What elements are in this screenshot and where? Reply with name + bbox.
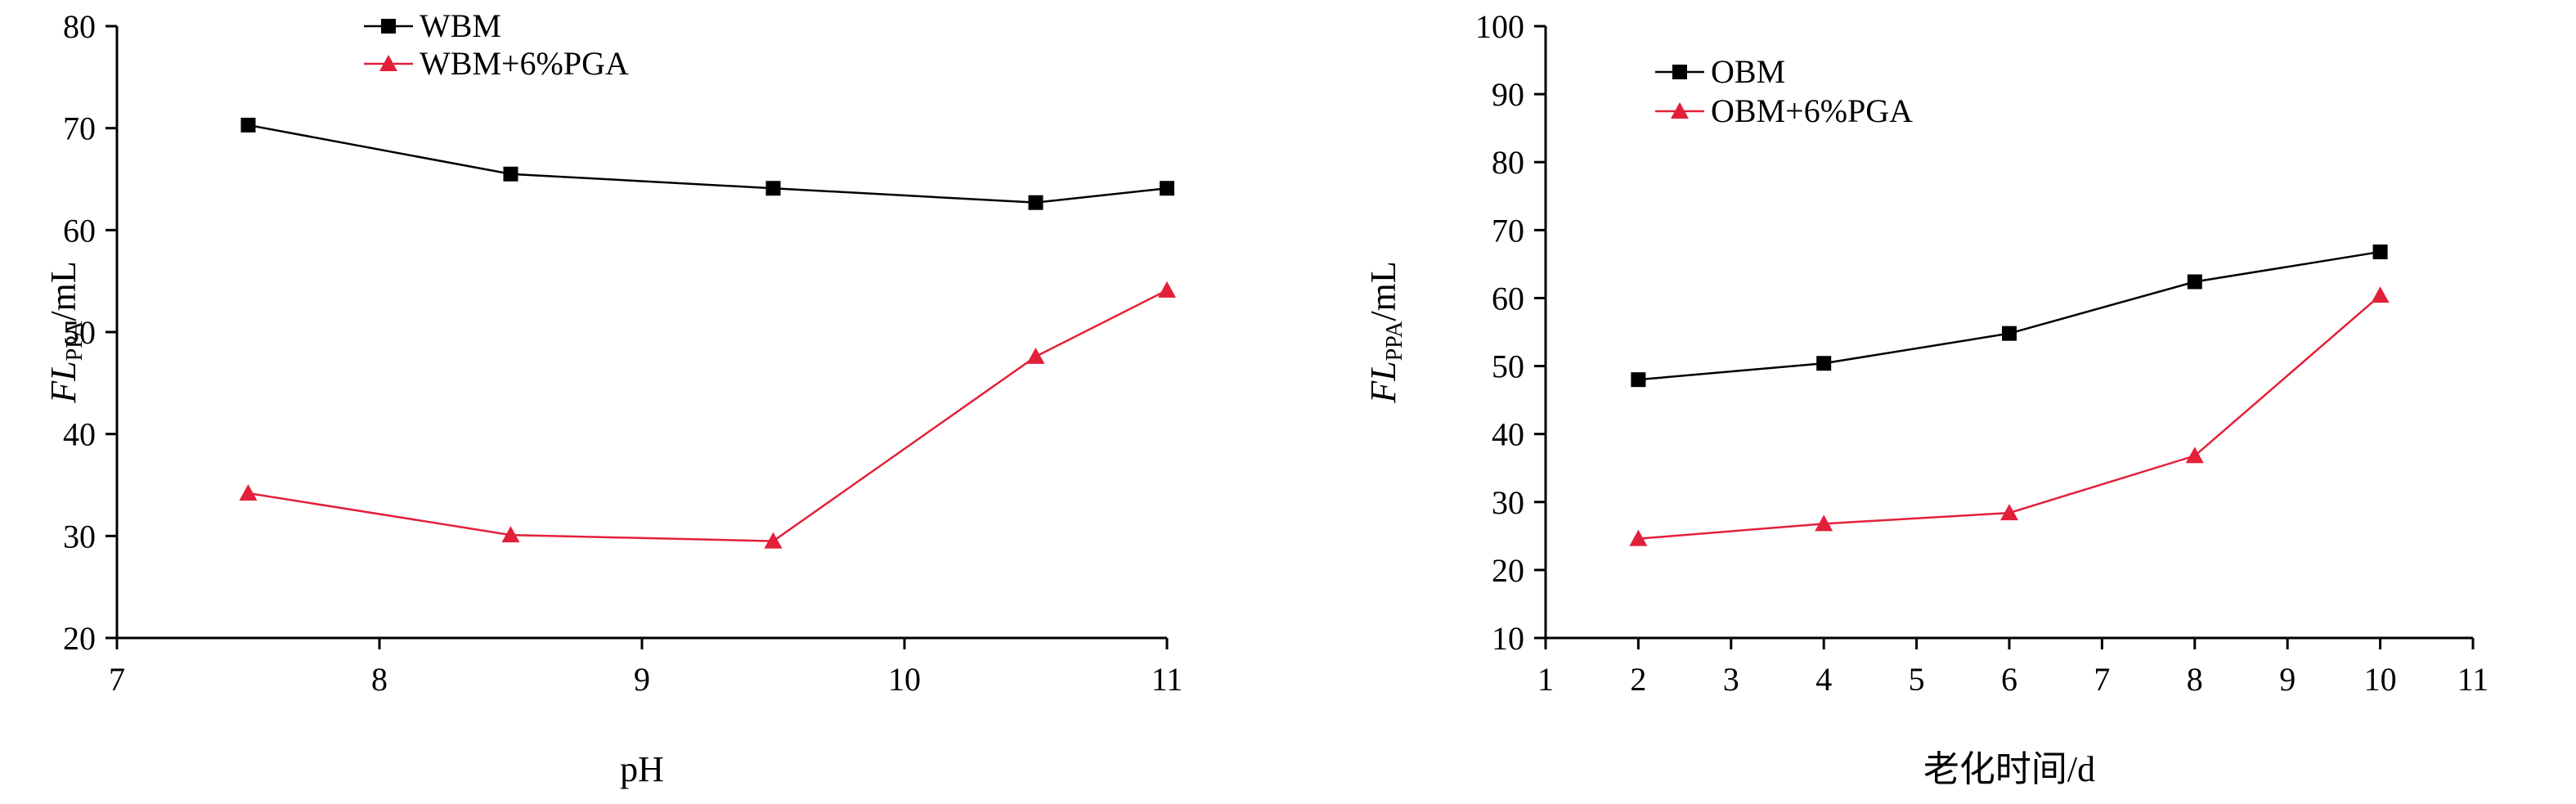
y-tick-label: 100	[1475, 8, 1524, 45]
x-tick-label: 7	[109, 661, 125, 698]
y-tick-label: 30	[1492, 484, 1524, 521]
y-axis-label: FLPPA/mL	[43, 261, 88, 403]
legend-marker-1	[381, 19, 396, 34]
x-tick-label: 8	[371, 661, 388, 698]
x-tick-label: 5	[1909, 661, 1925, 698]
y-tick-label: 90	[1492, 76, 1524, 113]
y-tick-label: 30	[63, 518, 96, 555]
series-line-1	[248, 124, 1168, 204]
y-tick-label: 40	[63, 416, 96, 453]
data-point-1	[2002, 326, 2017, 341]
data-point-1	[2187, 274, 2202, 290]
data-point-1	[2372, 244, 2388, 259]
series-layer	[239, 117, 1176, 549]
legend-label-1: WBM	[420, 7, 501, 44]
y-axis-ticks: 10 20 30 40 50 60 70 80 90 100	[1475, 8, 1546, 657]
x-tick-label: 6	[2001, 661, 2017, 698]
data-point-1	[1631, 372, 1646, 388]
series-layer	[1629, 244, 2390, 546]
y-tick-label: 80	[1492, 144, 1524, 181]
y-tick-label: 50	[63, 314, 96, 351]
y-tick-label: 10	[1492, 620, 1524, 657]
x-tick-label: 9	[634, 661, 650, 698]
series-line-2	[248, 289, 1168, 542]
data-point-2	[2371, 286, 2390, 303]
data-point-1	[1028, 195, 1043, 210]
data-point-1	[765, 181, 781, 196]
legend-label-1: OBM	[1711, 53, 1785, 90]
legend-label-2: OBM+6%PGA	[1711, 92, 1913, 129]
x-axis-label: pH	[620, 749, 664, 789]
legend-marker-2	[379, 55, 397, 71]
y-tick-label: 70	[63, 110, 96, 147]
y-tick-label: 40	[1492, 416, 1524, 453]
data-point-2	[1629, 529, 1648, 546]
y-tick-label: 70	[1492, 212, 1524, 249]
x-tick-label: 10	[2364, 661, 2397, 698]
chart-aging-time: 1 2 3 4 5 6 7 8 9 10 11 10 20 30 40 50 60 70 80 90 100 OBMO…	[1363, 8, 2488, 789]
x-tick-label: 11	[1151, 661, 1183, 698]
series-line-1	[1638, 250, 2381, 381]
legend-marker-2	[1671, 102, 1689, 119]
y-tick-label: 60	[63, 212, 96, 249]
x-tick-label: 4	[1815, 661, 1832, 698]
x-axis-label: 老化时间/d	[1923, 749, 2095, 789]
data-point-2	[2000, 504, 2018, 521]
data-point-2	[1026, 347, 1045, 364]
y-axis-label: FLPPA/mL	[1363, 261, 1407, 403]
data-point-2	[1158, 281, 1176, 298]
x-tick-label: 9	[2279, 661, 2296, 698]
data-point-2	[1815, 514, 1833, 532]
x-tick-label: 7	[2094, 661, 2110, 698]
data-point-2	[501, 526, 520, 543]
y-tick-label: 50	[1492, 348, 1524, 385]
data-point-1	[503, 166, 518, 182]
x-tick-label: 2	[1630, 661, 1646, 698]
legend-marker-1	[1672, 65, 1687, 79]
x-axis-ticks: 1 2 3 4 5 6 7 8 9 10 11	[1537, 638, 2488, 698]
data-point-1	[240, 117, 256, 133]
data-point-1	[1160, 181, 1174, 196]
data-point-2	[2185, 447, 2204, 464]
x-tick-label: 11	[2457, 661, 2489, 698]
y-axis-ticks: 20 30 40 50 60 70 80	[63, 8, 117, 657]
x-tick-label: 8	[2187, 661, 2203, 698]
y-tick-label: 80	[63, 8, 96, 45]
data-point-2	[239, 483, 258, 501]
y-tick-label: 60	[1492, 280, 1524, 317]
data-point-1	[1816, 356, 1832, 371]
y-tick-label: 20	[63, 620, 96, 657]
y-tick-label: 20	[1492, 552, 1524, 589]
x-axis-ticks: 7 8 9 10 11	[109, 638, 1183, 698]
data-point-2	[764, 532, 783, 549]
legend-label-2: WBM+6%PGA	[420, 45, 629, 82]
x-tick-label: 1	[1537, 661, 1554, 698]
x-tick-label: 3	[1723, 661, 1739, 698]
x-tick-label: 10	[888, 661, 921, 698]
